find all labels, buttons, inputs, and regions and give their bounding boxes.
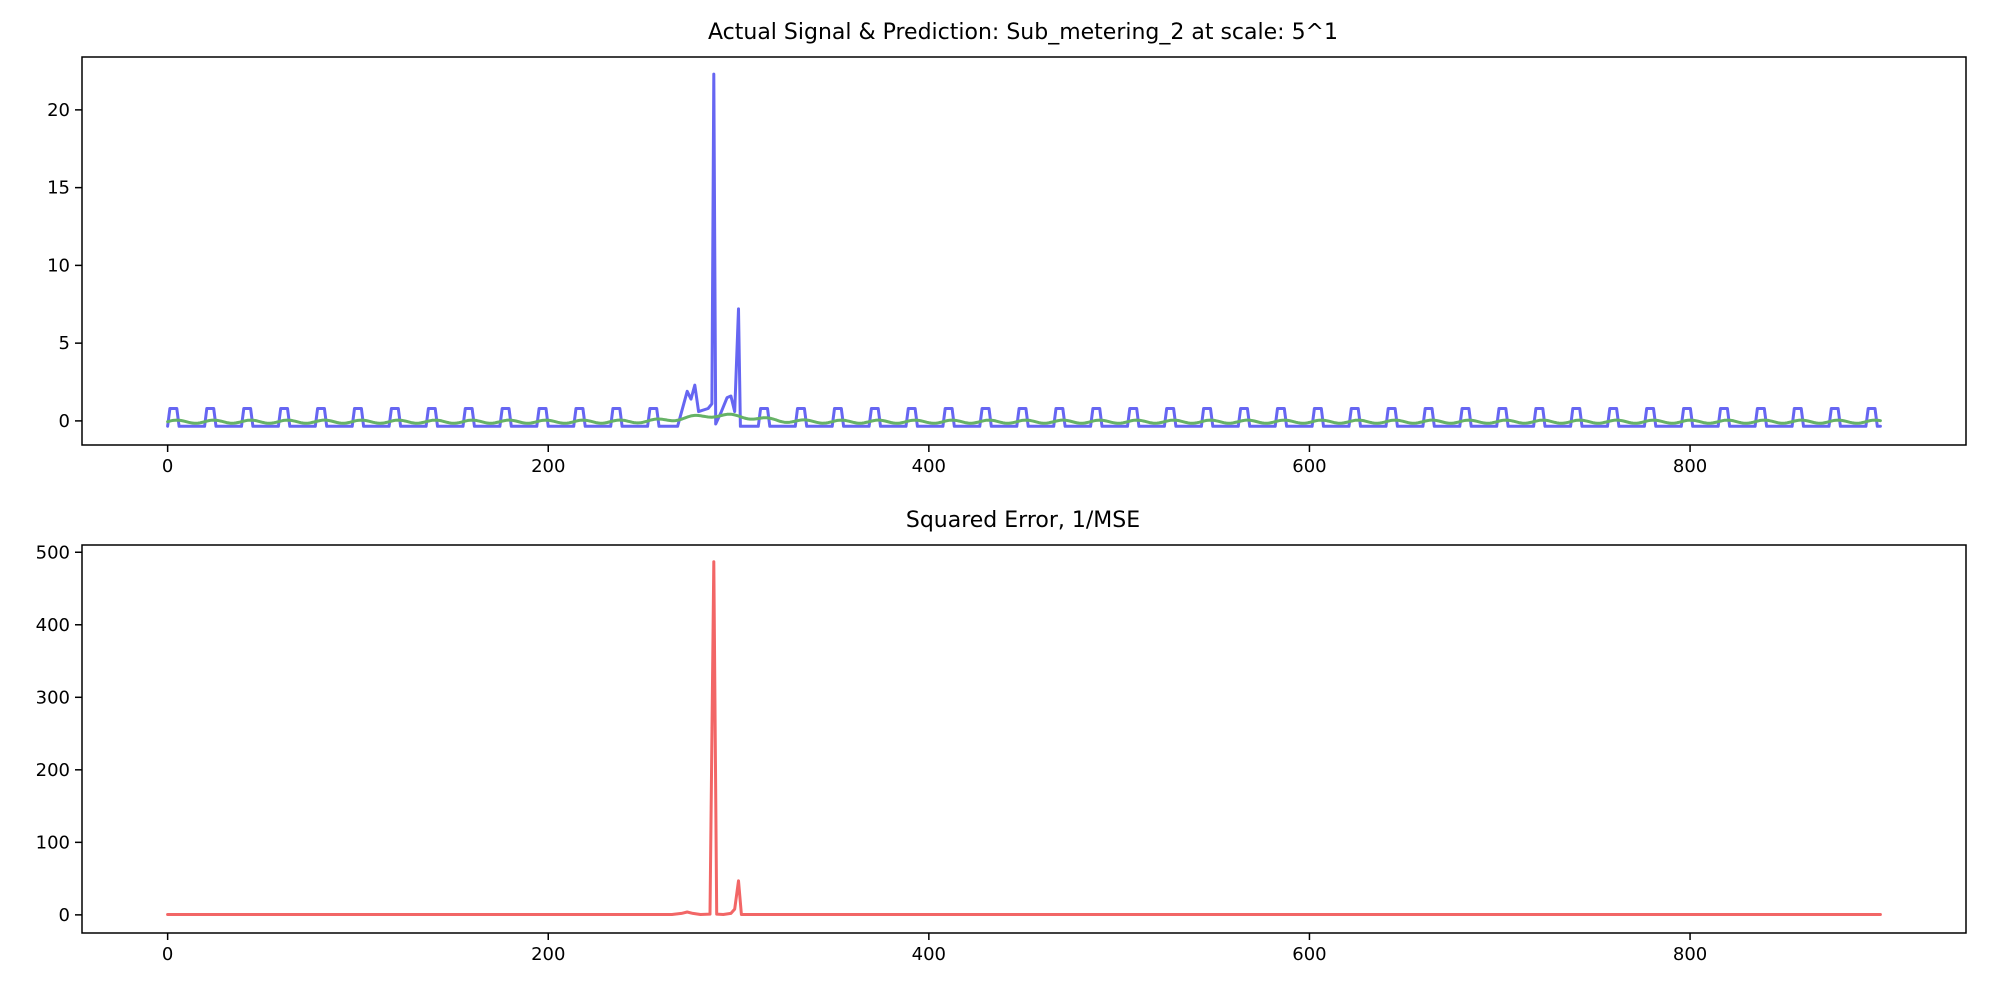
x-ticks: 0 200 400 600 800 bbox=[162, 445, 1707, 477]
x-tick-label: 400 bbox=[912, 944, 946, 965]
x-tick-label: 600 bbox=[1292, 456, 1326, 477]
y-tick-label: 100 bbox=[36, 832, 70, 853]
plot-frame bbox=[81, 544, 1967, 934]
x-tick-label: 0 bbox=[162, 456, 173, 477]
series-line-0 bbox=[166, 72, 1882, 428]
x-tick-label: 400 bbox=[912, 456, 946, 477]
y-tick-label: 20 bbox=[47, 100, 70, 121]
plot-frame bbox=[81, 56, 1967, 446]
chart-signal-prediction: Actual Signal & Prediction: Sub_metering… bbox=[47, 20, 1967, 477]
x-ticks: 0 200 400 600 800 bbox=[162, 933, 1707, 965]
x-tick-label: 200 bbox=[531, 456, 565, 477]
chart-squared-error: Squared Error, 1/MSE 0 100 200 300 400 500 0 2… bbox=[36, 508, 1967, 965]
series-group bbox=[166, 560, 1882, 916]
series-group bbox=[166, 72, 1882, 428]
series-line-0 bbox=[166, 560, 1882, 916]
x-tick-label: 200 bbox=[531, 944, 565, 965]
x-tick-label: 800 bbox=[1673, 456, 1707, 477]
x-tick-label: 800 bbox=[1673, 944, 1707, 965]
y-tick-label: 15 bbox=[47, 178, 70, 199]
y-tick-label: 300 bbox=[36, 687, 70, 708]
y-tick-label: 500 bbox=[36, 542, 70, 563]
y-tick-label: 5 bbox=[59, 333, 70, 354]
y-tick-label: 0 bbox=[59, 411, 70, 432]
chart-title: Actual Signal & Prediction: Sub_metering… bbox=[708, 20, 1338, 45]
y-tick-label: 200 bbox=[36, 760, 70, 781]
x-tick-label: 600 bbox=[1292, 944, 1326, 965]
y-ticks: 0 5 10 15 20 bbox=[47, 100, 82, 432]
series-line-1 bbox=[166, 412, 1882, 425]
y-tick-label: 400 bbox=[36, 615, 70, 636]
chart-title: Squared Error, 1/MSE bbox=[906, 508, 1140, 533]
y-tick-label: 0 bbox=[59, 905, 70, 926]
y-ticks: 0 100 200 300 400 500 bbox=[36, 542, 82, 926]
x-tick-label: 0 bbox=[162, 944, 173, 965]
y-tick-label: 10 bbox=[47, 255, 70, 276]
